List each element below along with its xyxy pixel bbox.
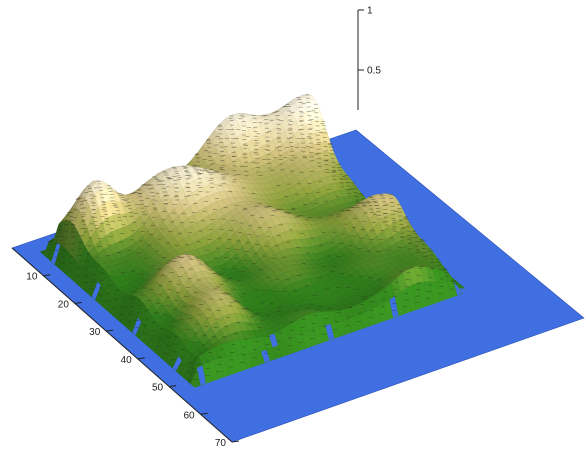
axes: 10 20 30 40 50 60 70 0.5 1: [11, 6, 381, 449]
terrain-facet: [190, 367, 201, 388]
y-tick-label: 40: [121, 355, 133, 366]
y-tick: [74, 301, 82, 304]
y-tick: [106, 329, 114, 332]
y-tick-label: 10: [26, 272, 38, 283]
y-tick-label: 30: [89, 327, 101, 338]
z-tick-label: 1: [367, 6, 373, 17]
z-tick-label: 0.5: [367, 66, 381, 77]
y-tick: [137, 357, 145, 360]
y-tick: [43, 274, 51, 277]
y-axis-line: [11, 247, 233, 443]
terrain-surface: [39, 94, 466, 388]
y-tick: [200, 412, 208, 415]
y-tick: [169, 385, 177, 388]
y-tick-label: 20: [58, 299, 70, 310]
y-tick: [231, 440, 240, 443]
y-tick-label: 60: [183, 410, 195, 421]
y-tick-label: 50: [152, 383, 164, 394]
y-tick-label: 70: [215, 438, 227, 449]
